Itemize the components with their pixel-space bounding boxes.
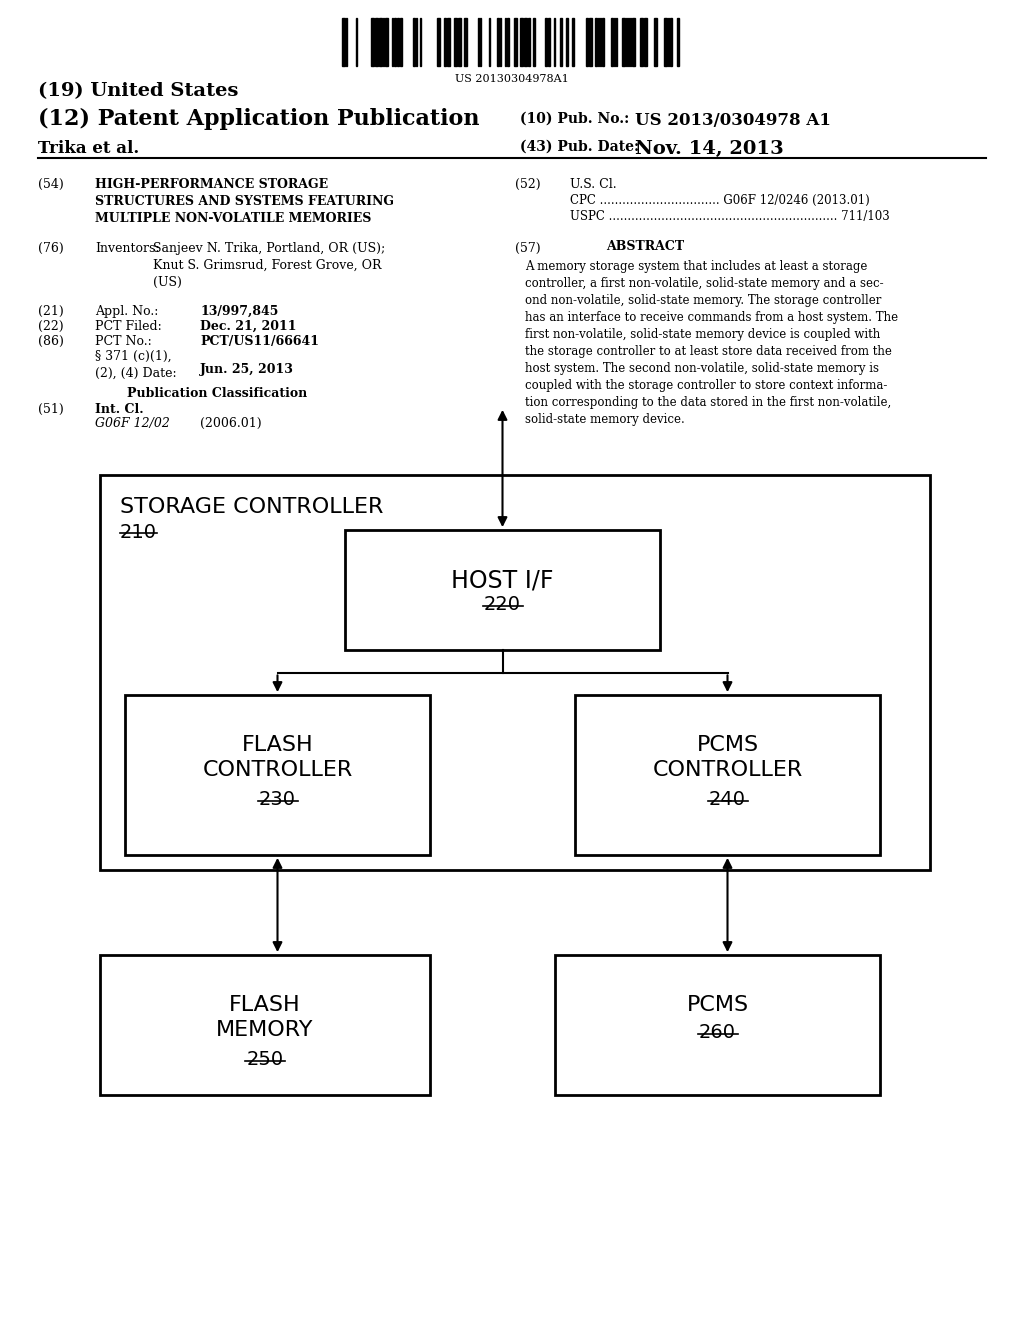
Bar — [572, 18, 574, 66]
Text: 250: 250 — [247, 1049, 284, 1069]
Bar — [394, 18, 396, 66]
Text: US 2013/0304978 A1: US 2013/0304978 A1 — [635, 112, 830, 129]
Bar — [632, 18, 635, 66]
Text: PCT Filed:: PCT Filed: — [95, 319, 162, 333]
Bar — [125, 696, 430, 855]
Bar — [379, 18, 382, 66]
Bar — [560, 18, 562, 66]
Bar — [100, 475, 930, 870]
Text: PCMS
CONTROLLER: PCMS CONTROLLER — [652, 735, 803, 780]
Bar — [670, 18, 672, 66]
Bar — [342, 18, 345, 66]
Text: (51): (51) — [38, 403, 63, 416]
Bar — [602, 18, 604, 66]
Text: Int. Cl.: Int. Cl. — [95, 403, 143, 416]
Bar — [534, 18, 535, 66]
Text: Publication Classification: Publication Classification — [127, 387, 307, 400]
Text: (10) Pub. No.:: (10) Pub. No.: — [520, 112, 630, 125]
Bar — [677, 18, 679, 66]
Text: STORAGE CONTROLLER: STORAGE CONTROLLER — [120, 498, 383, 517]
Bar — [555, 954, 880, 1096]
Text: Jun. 25, 2013: Jun. 25, 2013 — [200, 363, 294, 376]
Text: US 20130304978A1: US 20130304978A1 — [455, 74, 569, 84]
Text: (12) Patent Application Publication: (12) Patent Application Publication — [38, 108, 479, 131]
Text: (19) United States: (19) United States — [38, 82, 239, 100]
Text: § 371 (c)(1),
(2), (4) Date:: § 371 (c)(1), (2), (4) Date: — [95, 350, 176, 380]
Bar — [586, 18, 588, 66]
Text: (52): (52) — [515, 178, 541, 191]
Bar — [528, 18, 530, 66]
Text: (86): (86) — [38, 335, 63, 348]
Bar — [575, 696, 880, 855]
Text: U.S. Cl.: U.S. Cl. — [570, 178, 616, 191]
Text: (22): (22) — [38, 319, 63, 333]
Text: PCT/US11/66641: PCT/US11/66641 — [200, 335, 319, 348]
Bar — [548, 18, 550, 66]
Text: Dec. 21, 2011: Dec. 21, 2011 — [200, 319, 297, 333]
Text: PCMS: PCMS — [686, 995, 749, 1015]
Text: 260: 260 — [699, 1023, 736, 1041]
Text: (54): (54) — [38, 178, 63, 191]
Text: FLASH
MEMORY: FLASH MEMORY — [216, 995, 313, 1040]
Text: A memory storage system that includes at least a storage
controller, a first non: A memory storage system that includes at… — [525, 260, 898, 426]
Text: (2006.01): (2006.01) — [200, 417, 261, 430]
Bar — [371, 18, 374, 66]
Text: PCT No.:: PCT No.: — [95, 335, 152, 348]
Bar — [644, 18, 647, 66]
Text: (57): (57) — [515, 242, 541, 255]
Text: G06F 12/02: G06F 12/02 — [95, 417, 170, 430]
Text: CPC ................................ G06F 12/0246 (2013.01): CPC ................................ G06… — [570, 194, 869, 207]
Bar — [640, 18, 643, 66]
Bar — [454, 18, 457, 66]
Text: 220: 220 — [484, 595, 521, 614]
Bar — [400, 18, 402, 66]
Text: USPC ............................................................. 711/103: USPC ...................................… — [570, 210, 890, 223]
Bar — [611, 18, 613, 66]
Bar — [464, 18, 467, 66]
Bar — [100, 954, 430, 1096]
Bar — [375, 18, 378, 66]
Bar — [413, 18, 415, 66]
Text: 13/997,845: 13/997,845 — [200, 305, 279, 318]
Bar — [595, 18, 597, 66]
Text: ABSTRACT: ABSTRACT — [606, 240, 684, 253]
Bar — [497, 18, 499, 66]
Bar — [589, 18, 592, 66]
Bar — [345, 531, 660, 649]
Text: (76): (76) — [38, 242, 63, 255]
Text: Appl. No.:: Appl. No.: — [95, 305, 159, 318]
Bar — [664, 18, 667, 66]
Bar — [622, 18, 625, 66]
Bar — [458, 18, 461, 66]
Text: HOST I/F: HOST I/F — [452, 568, 554, 591]
Bar — [437, 18, 440, 66]
Bar — [385, 18, 388, 66]
Bar — [654, 18, 657, 66]
Text: (43) Pub. Date:: (43) Pub. Date: — [520, 140, 639, 154]
Bar — [520, 18, 523, 66]
Text: HIGH-PERFORMANCE STORAGE
STRUCTURES AND SYSTEMS FEATURING
MULTIPLE NON-VOLATILE : HIGH-PERFORMANCE STORAGE STRUCTURES AND … — [95, 178, 394, 224]
Text: Sanjeev N. Trika, Portland, OR (US);
Knut S. Grimsrud, Forest Grove, OR
(US): Sanjeev N. Trika, Portland, OR (US); Knu… — [153, 242, 385, 289]
Text: 210: 210 — [120, 523, 157, 543]
Text: Nov. 14, 2013: Nov. 14, 2013 — [635, 140, 783, 158]
Text: Trika et al.: Trika et al. — [38, 140, 139, 157]
Bar — [447, 18, 450, 66]
Bar — [524, 18, 527, 66]
Bar — [545, 18, 547, 66]
Bar — [514, 18, 517, 66]
Bar — [566, 18, 568, 66]
Bar — [507, 18, 509, 66]
Text: 240: 240 — [709, 789, 746, 809]
Text: Inventors:: Inventors: — [95, 242, 160, 255]
Text: FLASH
CONTROLLER: FLASH CONTROLLER — [203, 735, 352, 780]
Text: 230: 230 — [259, 789, 296, 809]
Bar — [397, 18, 399, 66]
Bar — [444, 18, 446, 66]
Text: (21): (21) — [38, 305, 63, 318]
